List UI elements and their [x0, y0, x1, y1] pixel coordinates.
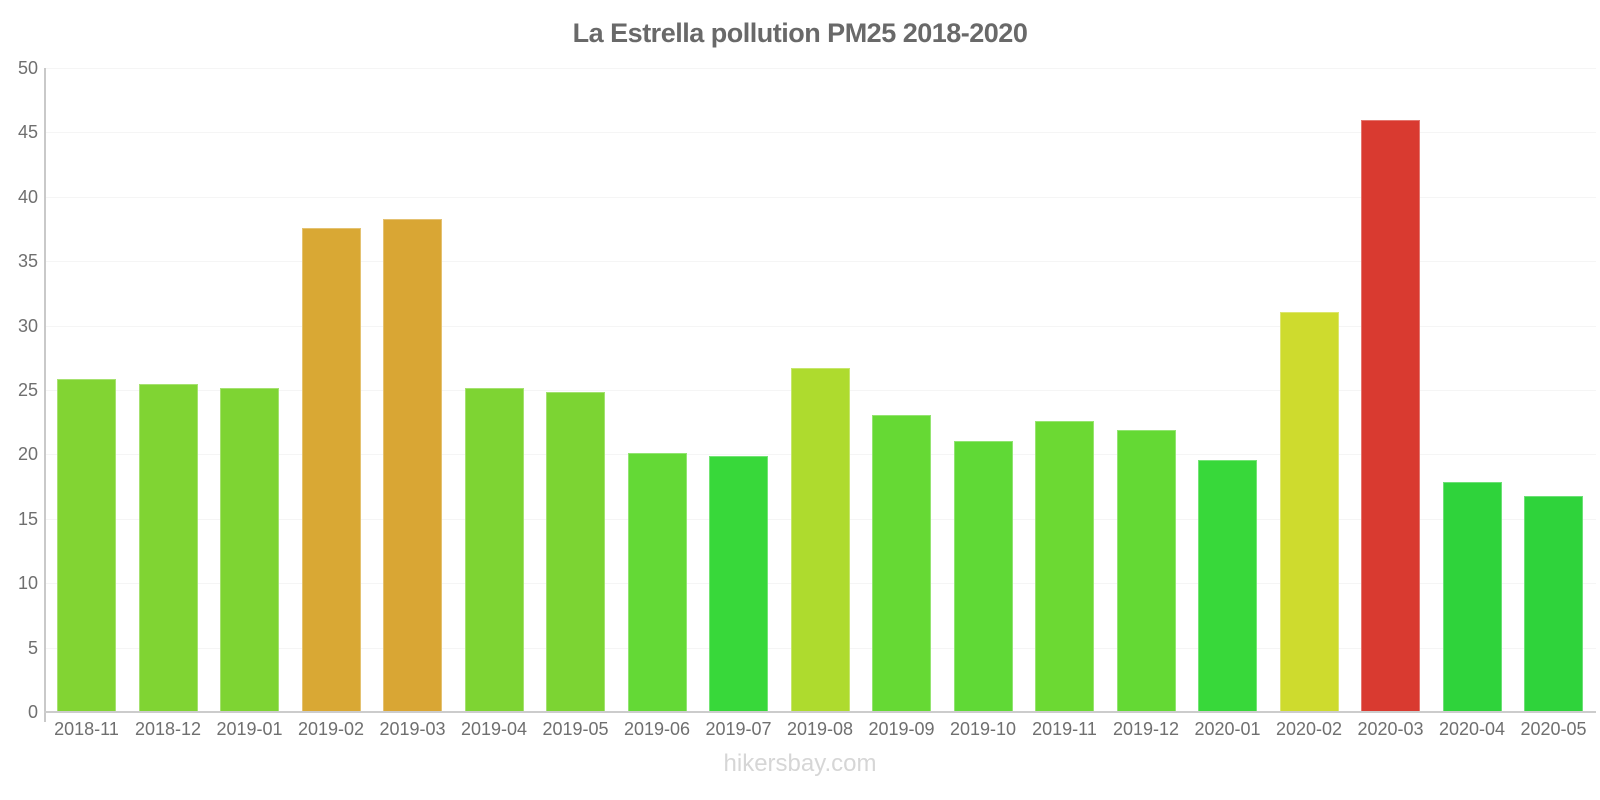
x-axis-label-2020-03: 2020-03: [1357, 719, 1424, 739]
footer-watermark: hikersbay.com: [723, 750, 877, 777]
x-axis-label-2019-04: 2019-04: [460, 719, 528, 739]
x-axis-label-2019-07: 2019-07: [705, 719, 772, 739]
x-axis-label-2019-08: 2019-08: [786, 719, 854, 739]
bar-2019-04: [464, 387, 524, 711]
gridline-30: [44, 325, 1596, 327]
gridline-40: [44, 196, 1596, 198]
x-axis-label-2019-02: 2019-02: [297, 719, 365, 739]
x-axis-label-2019-05: 2019-05: [542, 719, 609, 739]
bar-2019-08: [790, 368, 850, 711]
y-axis-tick-label: 30: [17, 315, 38, 336]
gridline-50: [44, 68, 1596, 69]
y-axis-tick-label: 35: [17, 251, 38, 272]
x-axis-label-2019-09: 2019-09: [868, 719, 935, 739]
bar-2019-06: [627, 453, 687, 711]
bar-2020-04: [1442, 481, 1502, 711]
y-axis-tick-label: 40: [17, 186, 38, 207]
y-axis-tick-label: 25: [17, 380, 38, 400]
x-axis-label-2019-10: 2019-10: [949, 719, 1017, 739]
bar-2020-03: [1361, 119, 1420, 711]
bar-2019-12: [1116, 430, 1176, 711]
bar-2019-02: [301, 228, 361, 711]
bar-2020-05: [1524, 495, 1583, 711]
x-axis-label-2019-11: 2019-11: [1032, 719, 1097, 739]
bar-2018-11: [57, 378, 116, 711]
gridline-35: [44, 261, 1596, 263]
x-axis-label-2020-02: 2020-02: [1275, 719, 1343, 739]
x-axis-label-2019-03: 2019-03: [379, 719, 446, 739]
bar-2018-12: [138, 383, 198, 711]
bar-2019-11: [1035, 421, 1094, 711]
bar-2019-05: [546, 391, 605, 711]
y-axis-tick-label: 15: [17, 508, 38, 529]
y-axis-tick-label: 50: [17, 58, 38, 78]
y-axis-tick-label: 10: [17, 573, 38, 594]
y-axis-line: [44, 68, 46, 722]
x-axis-label-2020-05: 2020-05: [1520, 719, 1587, 739]
x-axis-label-2018-11: 2018-11: [54, 719, 119, 739]
bar-2019-10: [953, 440, 1013, 711]
bar-2020-02: [1279, 311, 1339, 711]
bar-2019-09: [872, 414, 931, 711]
x-axis-label-2020-01: 2020-01: [1194, 719, 1261, 739]
bar-2019-03: [383, 218, 442, 711]
x-axis-line: [44, 711, 1596, 713]
y-axis-tick-label: 0: [27, 702, 38, 722]
bar-2020-01: [1198, 459, 1257, 711]
y-axis-tick-label: 20: [17, 444, 38, 465]
x-axis-label-2019-06: 2019-06: [623, 719, 691, 739]
chart-title: La Estrella pollution PM25 2018-2020: [572, 18, 1028, 48]
bar-2019-01: [220, 387, 279, 711]
x-axis-label-2020-04: 2020-04: [1438, 719, 1506, 739]
bar-2019-07: [709, 455, 768, 711]
x-axis-label-2019-01: 2019-01: [216, 719, 283, 739]
y-axis-tick-label: 5: [27, 637, 38, 658]
gridline-45: [44, 132, 1596, 134]
y-axis-tick-label: 45: [17, 122, 38, 143]
x-axis-label-2018-12: 2018-12: [134, 719, 202, 739]
x-axis-label-2019-12: 2019-12: [1112, 719, 1180, 739]
